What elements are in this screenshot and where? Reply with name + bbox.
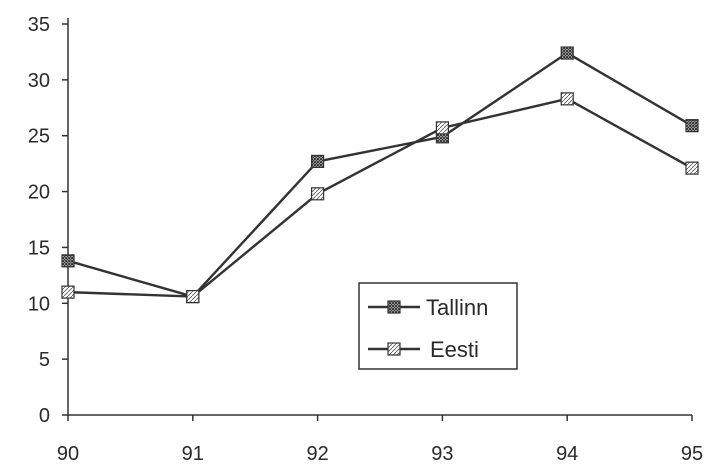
x-tick-label: 93 (431, 443, 453, 465)
data-point-eesti (560, 92, 574, 106)
data-point-eesti (311, 187, 325, 201)
x-axis-ticks: 90 91 92 93 94 95 (57, 415, 703, 465)
y-tick-label: 25 (28, 126, 50, 148)
y-tick-label: 30 (28, 70, 50, 92)
legend-box (358, 282, 518, 370)
x-tick-label: 95 (681, 443, 703, 465)
data-point-eesti (61, 285, 75, 299)
y-tick-label: 35 (28, 14, 50, 36)
series-layer (61, 46, 699, 304)
x-tick-label: 91 (182, 443, 204, 465)
data-point-eesti (186, 289, 200, 304)
series-line-tallinn (67, 51, 693, 298)
x-tick-label: 92 (306, 443, 328, 465)
data-point-eesti (435, 121, 449, 135)
y-tick-label: 15 (28, 237, 50, 259)
legend-item-tallinn: Tallinn (368, 295, 488, 320)
data-point-tallinn (685, 119, 699, 133)
y-tick-label: 10 (28, 293, 50, 315)
legend: Tallinn Eesti (358, 282, 518, 370)
legend-marker-eesti (387, 342, 401, 356)
x-tick-label: 94 (556, 443, 578, 465)
y-tick-label: 0 (39, 405, 50, 427)
legend-label-tallinn: Tallinn (426, 295, 488, 320)
x-tick-label: 90 (57, 443, 79, 465)
data-point-tallinn (560, 46, 574, 60)
axes (67, 18, 692, 416)
y-tick-label: 20 (28, 182, 50, 204)
data-point-tallinn (61, 254, 75, 268)
y-tick-label: 5 (39, 349, 50, 371)
data-point-tallinn (311, 154, 325, 169)
legend-label-eesti: Eesti (430, 337, 479, 362)
legend-item-eesti: Eesti (368, 337, 479, 362)
legend-marker-tallinn (387, 300, 401, 314)
series-line-eesti (67, 97, 693, 298)
y-axis-ticks: 0 5 10 15 20 25 30 35 (28, 14, 68, 427)
data-point-eesti (685, 161, 699, 175)
